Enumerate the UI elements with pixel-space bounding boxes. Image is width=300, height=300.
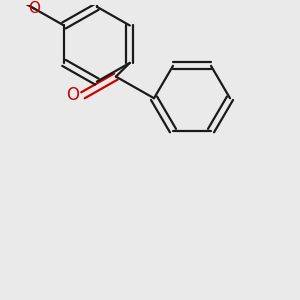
Text: O: O <box>28 1 40 16</box>
Text: O: O <box>67 86 80 104</box>
